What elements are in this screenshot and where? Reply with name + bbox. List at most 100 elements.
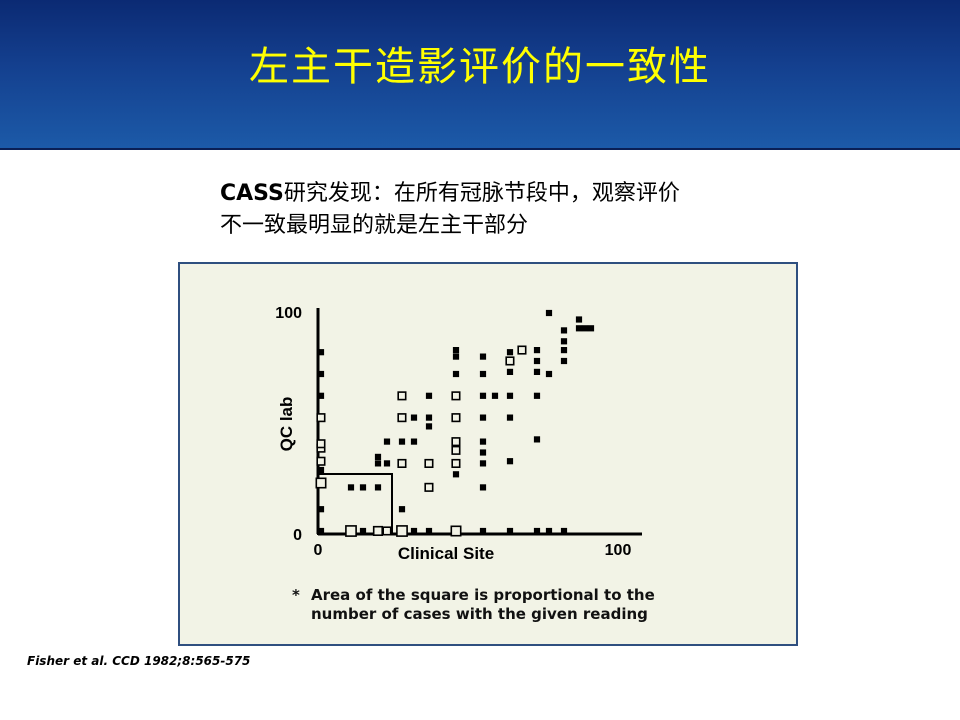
data-point — [533, 368, 541, 375]
data-point — [506, 527, 514, 535]
data-point — [316, 413, 326, 423]
data-point — [479, 392, 487, 399]
y-tick-label-min: 0 — [293, 527, 302, 544]
data-point — [374, 453, 382, 460]
data-point — [347, 484, 355, 491]
data-point — [316, 439, 326, 449]
data-point — [505, 356, 515, 366]
data-point — [517, 345, 527, 355]
data-point — [315, 477, 327, 489]
data-point — [479, 460, 487, 467]
data-point — [317, 466, 325, 474]
subtitle-text: CASS研究发现：在所有冠脉节段中，观察评价 不一致最明显的就是左主干部分 — [220, 178, 820, 242]
data-point — [451, 458, 461, 468]
data-point — [317, 527, 325, 535]
data-point — [451, 437, 461, 447]
data-point — [533, 392, 541, 399]
data-point — [452, 370, 460, 378]
data-point — [506, 349, 514, 356]
data-point — [533, 527, 541, 535]
footnote-text: Area of the square is proportional to th… — [311, 586, 655, 623]
data-point — [479, 438, 487, 445]
data-point — [452, 471, 460, 478]
data-point — [383, 438, 391, 445]
data-point — [374, 460, 382, 467]
subtitle-line-1-rest: 研究发现：在所有冠脉节段中，观察评价 — [283, 181, 680, 206]
title-banner: 左主干造影评价的一致性 — [0, 0, 960, 150]
y-tick-label-max: 100 — [275, 305, 302, 322]
y-axis-label: QC lab — [277, 397, 296, 452]
data-point — [479, 353, 487, 360]
data-point — [506, 458, 514, 465]
data-point — [317, 349, 325, 356]
data-point — [575, 325, 583, 332]
chart-panel: 100 0 0 100 Clinical Site QC lab — [178, 262, 798, 646]
data-point — [397, 413, 407, 423]
data-point — [317, 392, 325, 399]
data-point — [545, 527, 553, 535]
data-point — [410, 414, 418, 421]
data-point — [397, 458, 407, 468]
data-point — [560, 347, 568, 354]
citation: Fisher et al. CCD 1982;8:565-575 — [27, 654, 251, 668]
data-point — [560, 327, 568, 334]
data-point — [545, 309, 553, 317]
data-point — [450, 525, 462, 537]
data-point — [382, 526, 392, 536]
x-tick-label-max: 100 — [605, 542, 632, 559]
data-point — [374, 484, 382, 491]
data-point — [372, 525, 383, 537]
data-point — [581, 325, 589, 332]
data-point — [533, 357, 541, 365]
data-point — [425, 392, 433, 399]
data-point — [479, 414, 487, 421]
scatter-chart: 100 0 0 100 Clinical Site QC lab — [275, 305, 642, 563]
subtitle-line-1: CASS研究发现：在所有冠脉节段中，观察评价 — [220, 178, 820, 210]
data-point — [533, 347, 541, 354]
data-point — [410, 438, 418, 445]
left-main-region-box — [317, 473, 393, 535]
data-point — [479, 527, 487, 535]
data-point — [560, 527, 568, 535]
data-point — [425, 527, 433, 535]
data-point — [359, 484, 367, 491]
data-point — [316, 456, 326, 466]
data-point — [317, 506, 325, 513]
data-point — [424, 482, 434, 492]
data-point — [451, 445, 461, 455]
data-point — [533, 436, 541, 443]
data-point — [560, 338, 568, 345]
chart-axes — [316, 308, 642, 536]
x-tick-label-min: 0 — [314, 542, 323, 559]
data-point — [359, 527, 367, 535]
x-axis-label: Clinical Site — [398, 544, 494, 563]
data-point — [398, 506, 406, 513]
data-point — [317, 370, 325, 378]
data-point — [425, 414, 433, 421]
data-point — [479, 370, 487, 378]
data-point — [424, 458, 434, 468]
data-point — [575, 316, 583, 323]
data-point — [560, 357, 568, 365]
page-title: 左主干造影评价的一致性 — [249, 44, 711, 90]
data-point — [506, 414, 514, 421]
data-point — [479, 449, 487, 456]
data-point — [410, 527, 418, 535]
data-points — [315, 309, 595, 537]
data-point — [545, 370, 553, 378]
data-point — [451, 391, 461, 401]
data-point — [383, 460, 391, 467]
data-point — [452, 353, 460, 360]
data-point — [345, 525, 357, 537]
data-point — [506, 392, 514, 399]
data-point — [491, 392, 499, 399]
data-point — [397, 391, 407, 401]
data-point — [425, 423, 433, 430]
data-point — [479, 484, 487, 491]
data-point — [506, 368, 514, 375]
data-point — [452, 347, 460, 354]
footnote-asterisk: * — [292, 586, 300, 604]
data-point — [451, 413, 461, 423]
data-point — [587, 325, 595, 332]
data-point — [396, 525, 408, 537]
